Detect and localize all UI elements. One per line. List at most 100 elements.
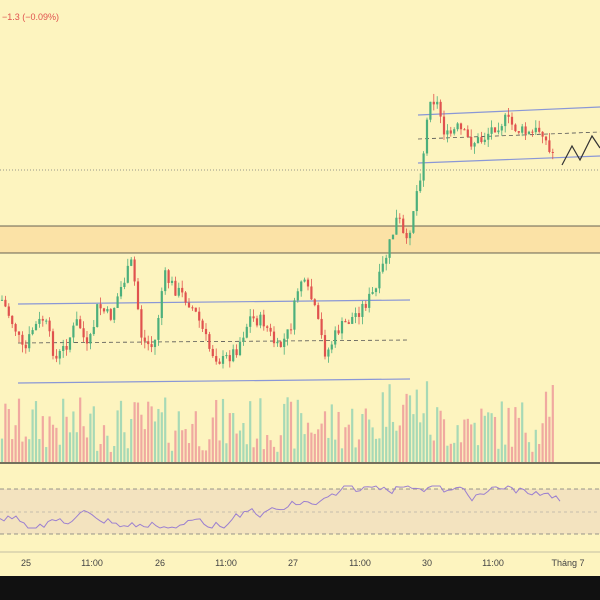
volume-bar (204, 450, 208, 462)
volume-bar (259, 398, 262, 462)
volume-bar (65, 416, 68, 462)
volume-bar (480, 408, 483, 462)
volume-bar (500, 401, 503, 462)
volume-bar (85, 437, 89, 462)
volume-bar (201, 450, 204, 462)
volume-bar (232, 413, 235, 462)
volume-bar (368, 419, 371, 462)
candle-body (385, 257, 388, 264)
volume-bar (82, 426, 85, 462)
volume-bar (160, 412, 163, 462)
channel-left-bottom (17, 378, 411, 384)
volume-bar (429, 434, 432, 462)
volume-bar (357, 439, 361, 462)
x-tick-label: 26 (155, 558, 165, 568)
volume-bar (38, 439, 41, 462)
candle-body (153, 339, 157, 348)
volume-bar (466, 418, 469, 462)
candle-body (548, 140, 551, 152)
volume-bar (55, 427, 58, 462)
volume-bar (11, 439, 14, 462)
volume-bar (252, 447, 255, 462)
candle-body (75, 319, 78, 326)
volume-bar (21, 441, 24, 462)
candle-body (211, 348, 214, 357)
volume-bar (412, 414, 415, 462)
candle-body (272, 331, 276, 344)
volume-bar (51, 424, 55, 462)
candle-body (354, 313, 357, 317)
candle-body (89, 334, 92, 344)
volume-bar (320, 423, 323, 462)
volume-bar (521, 402, 524, 462)
volume-bar (113, 446, 116, 462)
candle-body (514, 124, 517, 132)
candle-body (136, 281, 140, 310)
candle-body (279, 341, 282, 348)
candle-body (41, 318, 44, 321)
candle-body (17, 331, 21, 335)
candle-body (476, 137, 480, 144)
candle-body (38, 318, 41, 324)
candle-body (201, 320, 204, 329)
rsi-line (0, 485, 561, 529)
candle-body (378, 271, 381, 289)
volume-bar (459, 442, 463, 462)
volume-bar (14, 425, 17, 462)
candle-body (323, 335, 327, 357)
volume-bar (391, 421, 395, 462)
candle-body (473, 143, 476, 147)
volume-bar (123, 432, 126, 462)
candle-body (150, 344, 153, 348)
volume-bar (493, 416, 497, 462)
candle-body (262, 314, 265, 327)
x-tick-label: 11:00 (215, 558, 237, 568)
x-tick-label: 11:00 (81, 558, 103, 568)
candle-body (395, 217, 398, 235)
volume-bar (456, 425, 459, 462)
volume-bar (269, 440, 272, 462)
volume-bar (133, 402, 136, 462)
candle-body (24, 344, 27, 349)
candle-body (340, 321, 344, 334)
candle-body (157, 318, 160, 340)
volume-bar (242, 423, 245, 462)
volume-bar (4, 403, 7, 462)
volume-bar (361, 414, 364, 462)
volume-bar (238, 430, 242, 462)
volume-bar (28, 439, 31, 462)
candle-body (429, 101, 432, 120)
candle-body (300, 281, 303, 292)
volume-bar (249, 401, 252, 462)
candle-body (92, 326, 95, 335)
candle-body (255, 318, 259, 326)
volume-bar (211, 417, 214, 462)
candle-body (391, 234, 395, 240)
volume-bar (330, 404, 333, 462)
candle-body (364, 303, 367, 308)
volume-bar (538, 443, 541, 462)
volume-bar (442, 419, 446, 462)
volume-bar (116, 410, 119, 462)
volume-bar (378, 438, 381, 462)
candle-body (228, 355, 231, 362)
candle-body (293, 300, 296, 330)
candle-body (296, 291, 299, 301)
volume-bar (439, 410, 442, 462)
volume-bar (99, 443, 102, 462)
candle-body (313, 299, 316, 306)
candle-body (221, 356, 225, 364)
candle-body (408, 232, 412, 239)
volume-bar (153, 421, 157, 462)
volume-bar (187, 443, 191, 462)
candle-body (524, 126, 527, 134)
candle-body (534, 127, 537, 133)
candle-body (130, 259, 133, 266)
volume-bar (300, 413, 303, 462)
candle-body (310, 286, 313, 300)
volume-bar (245, 444, 248, 462)
channel-right-mid (417, 131, 600, 140)
volume-bar (548, 416, 551, 462)
candle-body (459, 123, 463, 130)
